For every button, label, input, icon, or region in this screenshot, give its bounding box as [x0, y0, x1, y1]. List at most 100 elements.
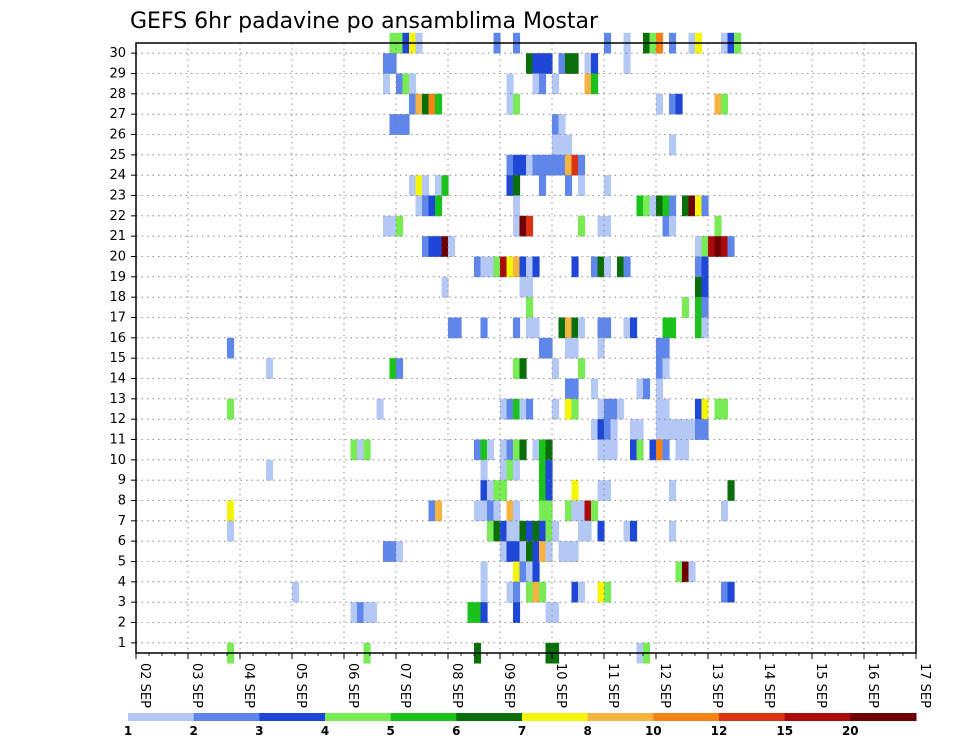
- heatmap-cell: [474, 500, 482, 522]
- heatmap-cell: [636, 195, 644, 217]
- heatmap-cell: [409, 73, 417, 95]
- y-tick-label: 28: [109, 87, 126, 102]
- heatmap-cell: [539, 480, 547, 501]
- heatmap-cell: [727, 236, 735, 257]
- heatmap-cell: [636, 419, 644, 440]
- heatmap-cell: [597, 520, 605, 542]
- heatmap-cell: [662, 195, 670, 217]
- heatmap-cell: [623, 520, 631, 542]
- x-tick-label: 08 SEP: [449, 663, 464, 708]
- heatmap-cell: [519, 398, 527, 420]
- heatmap-cell: [519, 439, 527, 461]
- heatmap-cell: [565, 378, 573, 400]
- colorbar-label: 4: [321, 724, 329, 738]
- heatmap-cell: [532, 520, 540, 542]
- heatmap-cell: [487, 256, 495, 278]
- y-tick-label: 11: [109, 433, 126, 448]
- heatmap-cell: [656, 337, 664, 359]
- heatmap-cell: [727, 581, 735, 603]
- heatmap-cell: [513, 358, 521, 379]
- heatmap-cell: [506, 175, 514, 196]
- heatmap-cell: [396, 73, 404, 95]
- heatmap-cell: [513, 175, 521, 196]
- heatmap-cell: [227, 398, 235, 420]
- colorbar-label: 12: [711, 724, 728, 738]
- heatmap-cell: [506, 541, 514, 562]
- heatmap-cell: [695, 297, 703, 318]
- heatmap-cell: [714, 215, 722, 237]
- colorbar-swatch: [522, 713, 589, 721]
- heatmap-cell: [571, 317, 579, 339]
- heatmap-cell: [578, 358, 586, 379]
- heatmap-cell: [389, 541, 397, 562]
- heatmap-cell: [506, 154, 514, 176]
- heatmap-cell: [500, 541, 508, 562]
- heatmap-cell: [623, 53, 631, 74]
- heatmap-cell: [532, 541, 540, 562]
- heatmap-cell: [500, 459, 508, 481]
- heatmap-cell: [506, 439, 514, 461]
- heatmap-cell: [552, 73, 560, 95]
- heatmap-cell: [435, 236, 443, 257]
- heatmap-cell: [552, 154, 560, 176]
- heatmap-cell: [487, 520, 495, 542]
- heatmap-cell: [571, 480, 579, 501]
- heatmap-cell: [227, 500, 235, 522]
- heatmap-cell: [532, 439, 540, 461]
- heatmap-cell: [441, 236, 449, 257]
- colorbar-label: 15: [776, 724, 793, 738]
- heatmap-cell: [578, 317, 586, 339]
- heatmap-cell: [669, 134, 677, 156]
- x-tick-label: 13 SEP: [709, 663, 724, 708]
- heatmap-cell: [513, 541, 521, 562]
- heatmap-cell: [350, 439, 358, 461]
- heatmap-cell: [669, 195, 677, 217]
- y-tick-label: 30: [109, 46, 126, 61]
- heatmap-cell: [558, 53, 566, 74]
- heatmap-cell: [591, 53, 599, 74]
- heatmap-cell: [428, 93, 436, 115]
- heatmap-cell: [513, 561, 521, 583]
- heatmap-cell: [597, 439, 605, 461]
- heatmap-cell: [662, 398, 670, 420]
- heatmap-cell: [545, 520, 553, 542]
- heatmap-cell: [604, 398, 612, 420]
- heatmap-cell: [526, 215, 534, 237]
- heatmap-cell: [402, 114, 410, 135]
- heatmap-cell: [578, 215, 586, 237]
- heatmap-cell: [506, 500, 514, 522]
- heatmap-cell: [578, 581, 586, 603]
- heatmap-cell: [565, 53, 573, 74]
- heatmap-cell: [441, 175, 449, 196]
- y-tick-label: 2: [118, 616, 126, 631]
- heatmap-cell: [714, 236, 722, 257]
- x-tick-label: 14 SEP: [761, 663, 776, 708]
- colorbar-swatch: [325, 713, 392, 721]
- y-tick-label: 19: [109, 270, 126, 285]
- heatmap-cell: [727, 480, 735, 501]
- y-tick-label: 22: [109, 209, 126, 224]
- heatmap-cell: [604, 317, 612, 339]
- heatmap-cell: [701, 317, 709, 339]
- y-tick-label: 27: [109, 107, 126, 122]
- heatmap-cell: [636, 378, 644, 400]
- heatmap-cell: [656, 398, 664, 420]
- x-tick-label: 04 SEP: [241, 663, 256, 708]
- heatmap-cell: [526, 398, 534, 420]
- heatmap-cell: [539, 175, 547, 196]
- heatmap-cell: [526, 256, 534, 278]
- colorbar-swatch: [456, 713, 523, 721]
- heatmap-cell: [721, 398, 729, 420]
- heatmap-cell: [669, 215, 677, 237]
- heatmap-cell: [604, 175, 612, 196]
- heatmap-cell: [513, 520, 521, 542]
- heatmap-cell: [597, 337, 605, 359]
- heatmap-cell: [701, 419, 709, 440]
- heatmap-cell: [591, 256, 599, 278]
- cells-layer: [227, 32, 742, 664]
- x-tick-label: 05 SEP: [293, 663, 308, 708]
- y-tick-label: 17: [109, 311, 126, 326]
- heatmap-cell: [383, 215, 391, 237]
- heatmap-cell: [480, 256, 488, 278]
- heatmap-cell: [513, 459, 521, 481]
